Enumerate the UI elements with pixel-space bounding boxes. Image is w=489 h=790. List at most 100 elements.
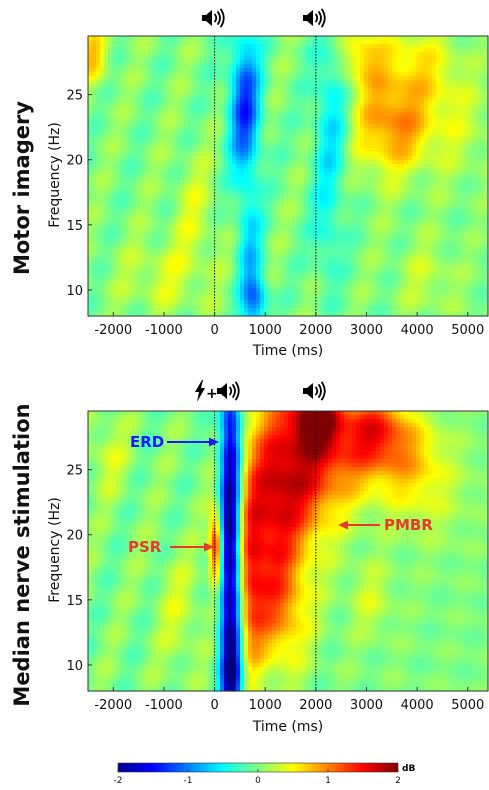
heatmap-cell (300, 60, 305, 65)
heatmap-cell (396, 88, 401, 93)
heatmap-cell (176, 164, 181, 169)
heatmap-cell (340, 64, 345, 69)
heatmap-cell (452, 128, 457, 133)
heatmap-cell (164, 56, 169, 61)
heatmap-cell (344, 56, 349, 61)
heatmap-cell (256, 180, 261, 185)
heatmap-cell (388, 192, 393, 197)
heatmap-cell (128, 100, 133, 105)
heatmap-cell (116, 176, 121, 181)
heatmap-cell (412, 232, 417, 237)
heatmap-cell (176, 44, 181, 49)
heatmap-cell (112, 60, 117, 65)
heatmap-cell (172, 196, 177, 201)
heatmap-cell (308, 40, 313, 45)
heatmap-cell (208, 216, 213, 221)
heatmap-cell (424, 200, 429, 205)
heatmap-cell (344, 124, 349, 129)
heatmap-cell (376, 168, 381, 173)
heatmap-cell (472, 44, 477, 49)
heatmap-cell (364, 148, 369, 153)
heatmap-cell (184, 48, 189, 53)
heatmap-cell (340, 176, 345, 181)
heatmap-cell (328, 88, 333, 93)
heatmap-cell (436, 36, 441, 41)
heatmap-cell (408, 208, 413, 213)
heatmap-cell (332, 120, 337, 125)
heatmap-cell (140, 76, 145, 81)
heatmap-cell (240, 200, 245, 205)
heatmap-cell (324, 152, 329, 157)
heatmap-cell (104, 188, 109, 193)
heatmap-cell (400, 84, 405, 89)
heatmap-cell (336, 168, 341, 173)
heatmap-cell (128, 224, 133, 229)
heatmap-cell (156, 36, 161, 41)
heatmap-cell (124, 112, 129, 117)
heatmap-cell (468, 136, 473, 141)
heatmap-cell (308, 148, 313, 153)
heatmap-cell (148, 64, 153, 69)
heatmap-cell (140, 156, 145, 161)
heatmap-cell (164, 124, 169, 129)
heatmap-cell (472, 120, 477, 125)
heatmap-cell (484, 196, 489, 201)
heatmap-cell (256, 132, 261, 137)
heatmap-cell (356, 84, 361, 89)
heatmap-cell (184, 40, 189, 45)
heatmap-cell (192, 80, 197, 85)
heatmap-cell (108, 128, 113, 133)
heatmap-cell (392, 216, 397, 221)
heatmap-cell (304, 156, 309, 161)
heatmap-cell (140, 120, 145, 125)
heatmap-cell (244, 64, 249, 69)
heatmap-cell (428, 104, 433, 109)
heatmap-cell (100, 48, 105, 53)
heatmap-cell (136, 116, 141, 121)
heatmap-cell (296, 180, 301, 185)
heatmap-cell (272, 172, 277, 177)
heatmap-cell (456, 120, 461, 125)
heatmap-cell (140, 220, 145, 225)
heatmap-cell (160, 96, 165, 101)
heatmap-cell (204, 148, 209, 153)
heatmap-cell (368, 136, 373, 141)
heatmap-cell (376, 188, 381, 193)
heatmap-cell (136, 164, 141, 169)
heatmap-cell (420, 64, 425, 69)
heatmap-cell (476, 224, 481, 229)
heatmap-cell (136, 216, 141, 221)
heatmap-cell (412, 36, 417, 41)
heatmap-cell (132, 120, 137, 125)
heatmap-cell (364, 140, 369, 145)
heatmap-cell (448, 68, 453, 73)
heatmap-cell (460, 36, 465, 41)
heatmap-cell (376, 152, 381, 157)
heatmap-cell (180, 220, 185, 225)
heatmap-cell (476, 84, 481, 89)
heatmap-cell (92, 224, 97, 229)
heatmap-cell (240, 132, 245, 137)
heatmap-cell (468, 100, 473, 105)
heatmap-cell (480, 56, 485, 61)
heatmap-cell (236, 120, 241, 125)
heatmap-cell (476, 228, 481, 233)
heatmap-cell (180, 52, 185, 57)
heatmap-cell (128, 96, 133, 101)
heatmap-cell (408, 72, 413, 77)
heatmap-cell (448, 92, 453, 97)
heatmap-cell (200, 140, 205, 145)
heatmap-cell (424, 136, 429, 141)
heatmap-cell (420, 208, 425, 213)
heatmap-cell (92, 180, 97, 185)
heatmap-cell (392, 212, 397, 217)
heatmap-cell (456, 48, 461, 53)
heatmap-cell (272, 52, 277, 57)
heatmap-cell (272, 124, 277, 129)
heatmap-cell (420, 80, 425, 85)
heatmap-cell (244, 104, 249, 109)
heatmap-cell (396, 36, 401, 41)
heatmap-cell (216, 204, 221, 209)
heatmap-cell (420, 212, 425, 217)
heatmap-cell (232, 48, 237, 53)
